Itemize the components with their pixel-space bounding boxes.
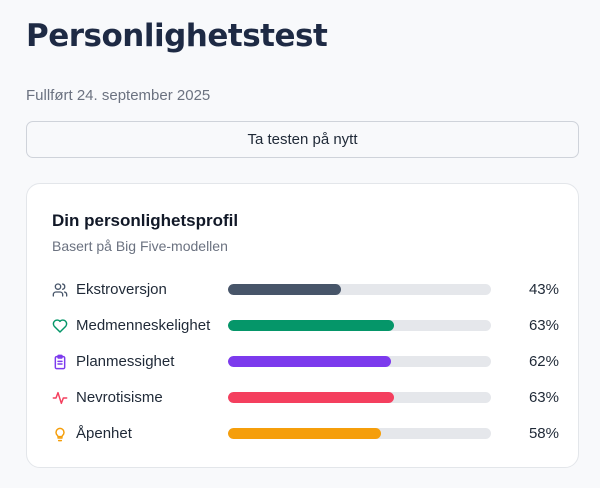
lightbulb-icon xyxy=(52,424,68,444)
trait-progress-bar xyxy=(228,428,491,439)
trait-progress-fill xyxy=(228,428,381,439)
trait-row: Medmenneskelighet 63% xyxy=(52,316,559,336)
trait-progress-bar xyxy=(228,392,491,403)
trait-progress-bar xyxy=(228,356,491,367)
clipboard-icon xyxy=(52,352,68,372)
trait-percentage: 63% xyxy=(528,389,559,406)
users-icon xyxy=(52,280,68,300)
trait-label: Planmessighet xyxy=(76,353,175,370)
trait-progress-fill xyxy=(228,320,394,331)
trait-percentage: 43% xyxy=(528,281,559,298)
card-subtitle: Basert på Big Five-modellen xyxy=(52,238,228,254)
trait-progress-fill xyxy=(228,284,342,295)
trait-label: Åpenhet xyxy=(76,425,132,442)
trait-progress-bar xyxy=(228,320,491,331)
trait-progress-fill xyxy=(228,392,394,403)
page-title: Personlighetstest xyxy=(26,18,328,54)
trait-progress-bar xyxy=(228,284,491,295)
trait-percentage: 63% xyxy=(528,317,559,334)
card-title: Din personlighetsprofil xyxy=(52,211,239,230)
trait-progress-fill xyxy=(228,356,392,367)
completed-date: Fullført 24. september 2025 xyxy=(26,87,211,104)
trait-label: Ekstroversjon xyxy=(76,281,167,298)
trait-label: Nevrotisisme xyxy=(76,389,163,406)
activity-icon xyxy=(52,388,68,408)
trait-row: Planmessighet 62% xyxy=(52,352,559,372)
trait-row: Åpenhet 58% xyxy=(52,424,559,444)
trait-row: Nevrotisisme 63% xyxy=(52,388,559,408)
personality-profile-card: Din personlighetsprofil Basert på Big Fi… xyxy=(26,183,579,468)
trait-percentage: 58% xyxy=(528,425,559,442)
trait-row: Ekstroversjon 43% xyxy=(52,280,559,300)
trait-percentage: 62% xyxy=(528,353,559,370)
trait-label: Medmenneskelighet xyxy=(76,317,211,334)
retake-test-button[interactable]: Ta testen på nytt xyxy=(26,121,579,158)
heart-icon xyxy=(52,316,68,336)
